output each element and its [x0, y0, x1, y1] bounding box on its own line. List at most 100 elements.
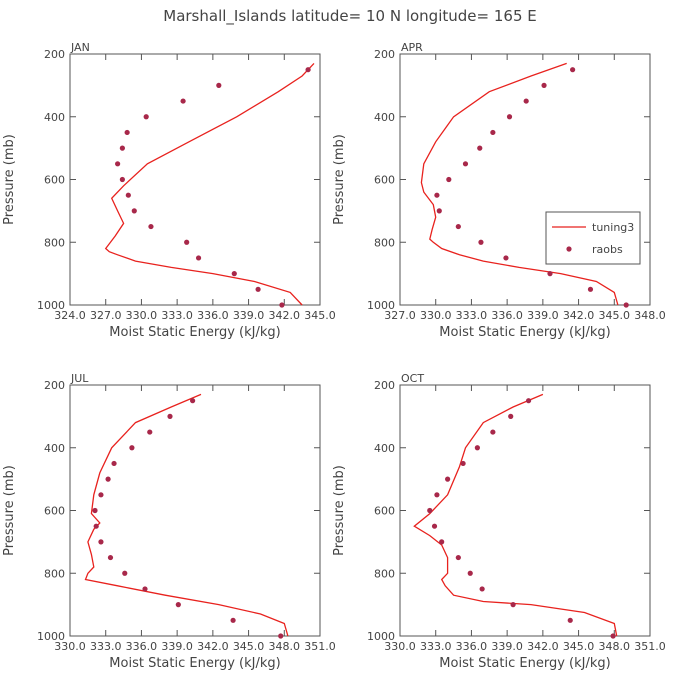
y-tick-label: 200: [44, 379, 65, 392]
y-tick-label: 600: [374, 174, 395, 187]
data-point-raobs: [107, 554, 114, 561]
legend-label-tuning3: tuning3: [592, 221, 634, 234]
data-point-raobs: [523, 98, 529, 104]
data-point-raobs: [230, 617, 236, 623]
data-point-raobs: [231, 271, 237, 277]
legend-box: [545, 211, 641, 265]
panel-apr: APR 327.0 330.0 333.0 336.0 339.0 342.0 345.0 34…: [332, 41, 666, 340]
data-point-raobs: [467, 570, 473, 576]
x-tick-label: 339.0: [491, 640, 523, 653]
data-point-raobs: [446, 176, 452, 183]
y-tick-label: 1000: [37, 299, 65, 312]
x-tick-label: 345.0: [599, 309, 631, 322]
data-point-raobs: [623, 302, 629, 308]
series-line-tuning3: [84, 393, 289, 637]
data-point-raobs: [305, 67, 311, 73]
x-tick-label: 348.0: [634, 309, 666, 322]
y-tick-label: 600: [44, 174, 65, 187]
x-tick-label: 336.0: [491, 309, 523, 322]
data-point-raobs: [460, 460, 466, 467]
data-point-raobs: [124, 129, 130, 136]
data-point-raobs: [474, 445, 480, 451]
data-point-raobs: [279, 302, 285, 308]
panel-jan: JAN 324.0 327.0 330.0 333.0 336.0 339.0 342.0 34…: [2, 41, 336, 340]
plot-frame: [69, 384, 321, 637]
x-tick-label: 330.0: [126, 309, 158, 322]
data-point-raobs: [119, 176, 125, 183]
panel-oct: OCT 330.0 333.0 336.0 339.0 342.0 345.0 348.0 35…: [332, 372, 666, 671]
y-tick-label: 400: [44, 442, 65, 455]
data-point-raobs: [98, 539, 104, 545]
y-tick-label: 600: [44, 505, 65, 518]
data-point-raobs: [111, 460, 117, 467]
x-tick-label: 330.0: [420, 309, 452, 322]
y-tick-label: 200: [374, 48, 395, 61]
x-tick-label: 330.0: [54, 640, 86, 653]
data-point-raobs: [216, 82, 222, 88]
series-line-tuning3: [420, 62, 619, 306]
y-tick-label: 1000: [37, 630, 65, 643]
legend-marker-swatch: [566, 246, 572, 252]
data-point-raobs: [93, 523, 99, 529]
panel-label: APR: [401, 41, 423, 54]
x-tick-label: 324.0: [54, 309, 86, 322]
x-tick-label: 336.0: [197, 309, 229, 322]
main-title: Marshall_Islands latitude= 10 N longitud…: [163, 7, 536, 26]
data-point-raobs: [195, 255, 202, 261]
y-tick-label: 200: [374, 379, 395, 392]
data-point-raobs: [180, 98, 186, 104]
data-point-raobs: [142, 586, 148, 592]
data-point-raobs: [105, 476, 111, 482]
data-point-raobs: [610, 633, 616, 639]
data-point-raobs: [190, 398, 196, 404]
y-tick-label: 400: [44, 111, 65, 124]
y-tick-label: 800: [374, 567, 395, 580]
data-point-raobs: [490, 129, 496, 136]
data-point-raobs: [98, 492, 104, 498]
y-tick-label: 800: [44, 236, 65, 249]
x-tick-label: 345.0: [304, 309, 336, 322]
x-tick-label: 327.0: [90, 309, 122, 322]
panel-label: JUL: [70, 372, 89, 385]
data-point-raobs: [115, 161, 121, 167]
series-line-tuning3: [104, 62, 315, 306]
data-point-raobs: [508, 413, 514, 419]
x-tick-label: 339.0: [527, 309, 559, 322]
data-point-raobs: [477, 145, 483, 151]
data-point-raobs: [436, 208, 442, 214]
x-tick-label: 345.0: [233, 640, 265, 653]
data-point-raobs: [143, 114, 149, 120]
data-point-raobs: [506, 114, 513, 120]
plot-frame: [399, 53, 651, 306]
x-tick-label: 327.0: [384, 309, 416, 322]
x-tick-label: 333.0: [456, 309, 488, 322]
data-point-raobs: [147, 429, 153, 435]
legend: tuning3 raobs: [545, 211, 641, 265]
x-tick-label: 336.0: [456, 640, 488, 653]
x-tick-label: 330.0: [384, 640, 416, 653]
x-tick-label: 348.0: [269, 640, 301, 653]
data-point-raobs: [119, 145, 125, 151]
data-point-raobs: [462, 161, 469, 167]
data-point-raobs: [92, 507, 98, 514]
data-point-raobs: [587, 286, 594, 292]
plot-frame: [399, 384, 651, 637]
x-axis-label: Moist Static Energy (kJ/kg): [439, 656, 610, 671]
y-axis-label: Pressure (mb): [2, 134, 17, 225]
data-point-raobs: [567, 617, 573, 623]
data-point-raobs: [125, 192, 131, 198]
x-tick-label: 333.0: [161, 309, 193, 322]
data-point-raobs: [503, 255, 509, 261]
y-tick-label: 400: [374, 442, 395, 455]
x-tick-label: 342.0: [269, 309, 301, 322]
data-point-raobs: [525, 398, 532, 404]
legend-label-raobs: raobs: [592, 243, 623, 256]
x-axis-label: Moist Static Energy (kJ/kg): [439, 325, 610, 340]
data-point-raobs: [479, 586, 485, 592]
x-tick-label: 333.0: [90, 640, 122, 653]
data-point-raobs: [510, 602, 516, 608]
data-point-raobs: [434, 192, 440, 198]
data-point-raobs: [427, 507, 433, 514]
